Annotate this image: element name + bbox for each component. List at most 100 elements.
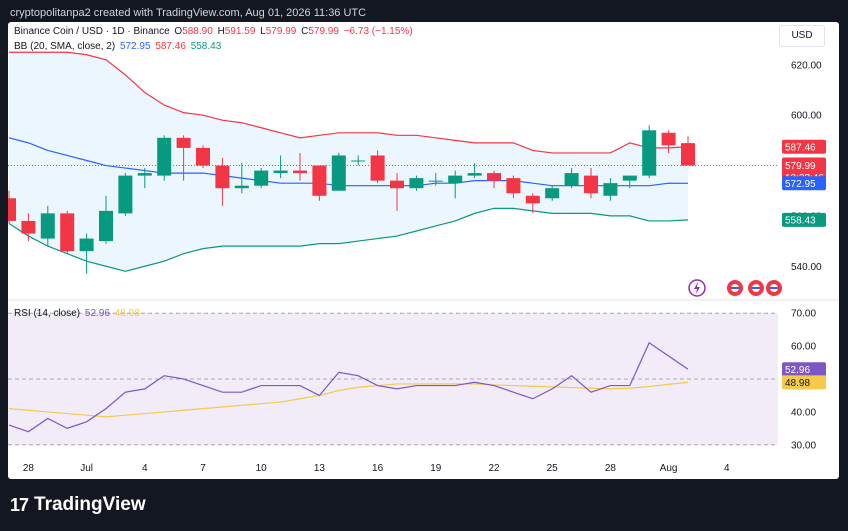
rsi-y-tick-label: 40.00 bbox=[791, 407, 816, 418]
x-tick-label: 22 bbox=[488, 463, 500, 474]
lower-band-tag: 558.43 bbox=[782, 212, 826, 227]
candle bbox=[99, 195, 113, 244]
candle bbox=[137, 168, 152, 189]
candle-body bbox=[506, 178, 521, 194]
rsi-ma-tag-box bbox=[782, 375, 826, 390]
x-tick-label: Jul bbox=[80, 463, 93, 474]
x-tick-label: 10 bbox=[256, 463, 268, 474]
candle-body bbox=[40, 213, 55, 239]
candle bbox=[215, 157, 230, 206]
candle bbox=[331, 152, 346, 191]
low-value: 579.99 bbox=[265, 26, 297, 37]
rsi-label: RSI (14, close) bbox=[14, 308, 81, 319]
candle bbox=[487, 170, 501, 189]
candle-body bbox=[196, 147, 210, 166]
candle-body bbox=[157, 137, 172, 176]
rsi-y-tick-label: 60.00 bbox=[791, 342, 816, 353]
candle-body bbox=[603, 183, 618, 196]
bb-upper-value: 587.46 bbox=[155, 41, 186, 52]
event-flag-icon[interactable] bbox=[766, 280, 782, 296]
candle-body bbox=[21, 220, 36, 234]
candle bbox=[584, 168, 598, 199]
event-flag-icon[interactable] bbox=[748, 280, 764, 296]
symbol-legend: Binance Coin / USD · 1D · Binance O588.9… bbox=[14, 26, 415, 37]
candle bbox=[21, 213, 36, 242]
candle-body bbox=[564, 173, 579, 186]
candle bbox=[254, 168, 269, 189]
bb-lower-line bbox=[8, 207, 689, 272]
y-tick-label: 540.00 bbox=[791, 262, 822, 273]
x-tick-label: 28 bbox=[605, 463, 617, 474]
bb-basis-value: 572.95 bbox=[119, 41, 151, 52]
candle bbox=[60, 210, 75, 254]
candle-body bbox=[273, 170, 288, 174]
event-flag-icon[interactable] bbox=[727, 280, 743, 296]
lower-band-tag-box bbox=[782, 212, 826, 227]
bb-legend[interactable]: BB (20, SMA, close, 2) 572.95 587.46 558… bbox=[14, 41, 223, 52]
y-tick-label: 620.00 bbox=[791, 60, 822, 71]
x-tick-label: 4 bbox=[142, 463, 148, 474]
rsi-tag-box bbox=[782, 362, 826, 377]
close-label: C bbox=[301, 26, 309, 37]
high-label: H bbox=[217, 26, 225, 37]
candle bbox=[176, 135, 191, 181]
x-tick-label: 13 bbox=[314, 463, 326, 474]
x-tick-label: 25 bbox=[547, 463, 559, 474]
candle bbox=[79, 233, 94, 274]
close-value: 579.99 bbox=[308, 26, 339, 37]
upper-band-tag-box bbox=[782, 139, 826, 154]
candle-body bbox=[118, 175, 133, 214]
candle-body bbox=[409, 178, 424, 189]
x-tick-label: 19 bbox=[430, 463, 442, 474]
candle-body bbox=[622, 175, 637, 181]
lightning-icon[interactable] bbox=[688, 279, 706, 297]
candle bbox=[661, 130, 676, 153]
tradingview-mark-icon: 17 bbox=[10, 494, 29, 515]
candle bbox=[506, 175, 521, 199]
candle-body bbox=[487, 173, 501, 181]
candle-body bbox=[8, 198, 16, 221]
open-label: O bbox=[174, 26, 183, 37]
lower-band-tag-text: 558.43 bbox=[785, 215, 816, 226]
tradingview-logo[interactable]: 17 TradingView bbox=[10, 492, 146, 518]
upper-band-tag: 587.46 bbox=[782, 139, 826, 154]
candle-body bbox=[681, 143, 695, 166]
candle-body bbox=[254, 170, 269, 186]
currency-button[interactable]: USD bbox=[779, 25, 825, 47]
candle-body bbox=[137, 173, 152, 176]
basis-tag-text: 572.95 bbox=[785, 179, 816, 190]
candle bbox=[622, 175, 637, 189]
candle bbox=[312, 165, 327, 201]
candle bbox=[603, 178, 618, 201]
rsi-ma-line bbox=[8, 381, 689, 418]
candle-body bbox=[584, 175, 598, 194]
candle bbox=[390, 173, 404, 211]
open-value: 588.90 bbox=[182, 26, 213, 37]
candle bbox=[467, 163, 482, 179]
rsi-y-tick-label: 70.00 bbox=[791, 309, 816, 320]
candle bbox=[8, 190, 16, 224]
chart-canvas[interactable]: 540.00560.00580.00600.00620.0030.0040.00… bbox=[8, 22, 839, 479]
candle-body bbox=[99, 210, 113, 242]
symbol-name[interactable]: Binance Coin / USD · 1D · Binance bbox=[14, 26, 170, 37]
basis-tag: 572.95 bbox=[782, 176, 826, 191]
rsi-ma-value: 48.98 bbox=[114, 308, 140, 319]
candle bbox=[370, 150, 385, 184]
candle bbox=[118, 173, 133, 216]
candle-body bbox=[545, 188, 560, 199]
candle bbox=[448, 170, 463, 199]
candle bbox=[157, 135, 172, 181]
bb-band-fill bbox=[9, 52, 688, 272]
candle-body bbox=[448, 175, 463, 184]
rsi-y-tick-label: 30.00 bbox=[791, 440, 816, 451]
chart-panel[interactable]: Binance Coin / USD · 1D · Binance O588.9… bbox=[8, 22, 839, 479]
rsi-ma-tag-text: 48.98 bbox=[785, 378, 810, 389]
close-price-tag-text: 579.99 bbox=[785, 161, 816, 172]
candle bbox=[273, 155, 288, 179]
rsi-legend[interactable]: RSI (14, close) 52.96 48.98 bbox=[14, 308, 142, 319]
candle bbox=[428, 173, 443, 186]
rsi-ma-tag: 48.98 bbox=[782, 375, 826, 390]
candle bbox=[409, 175, 424, 191]
candle-body bbox=[215, 165, 230, 189]
price-tags: 587.46579.9912:23:46572.95558.4352.9648.… bbox=[782, 139, 826, 390]
